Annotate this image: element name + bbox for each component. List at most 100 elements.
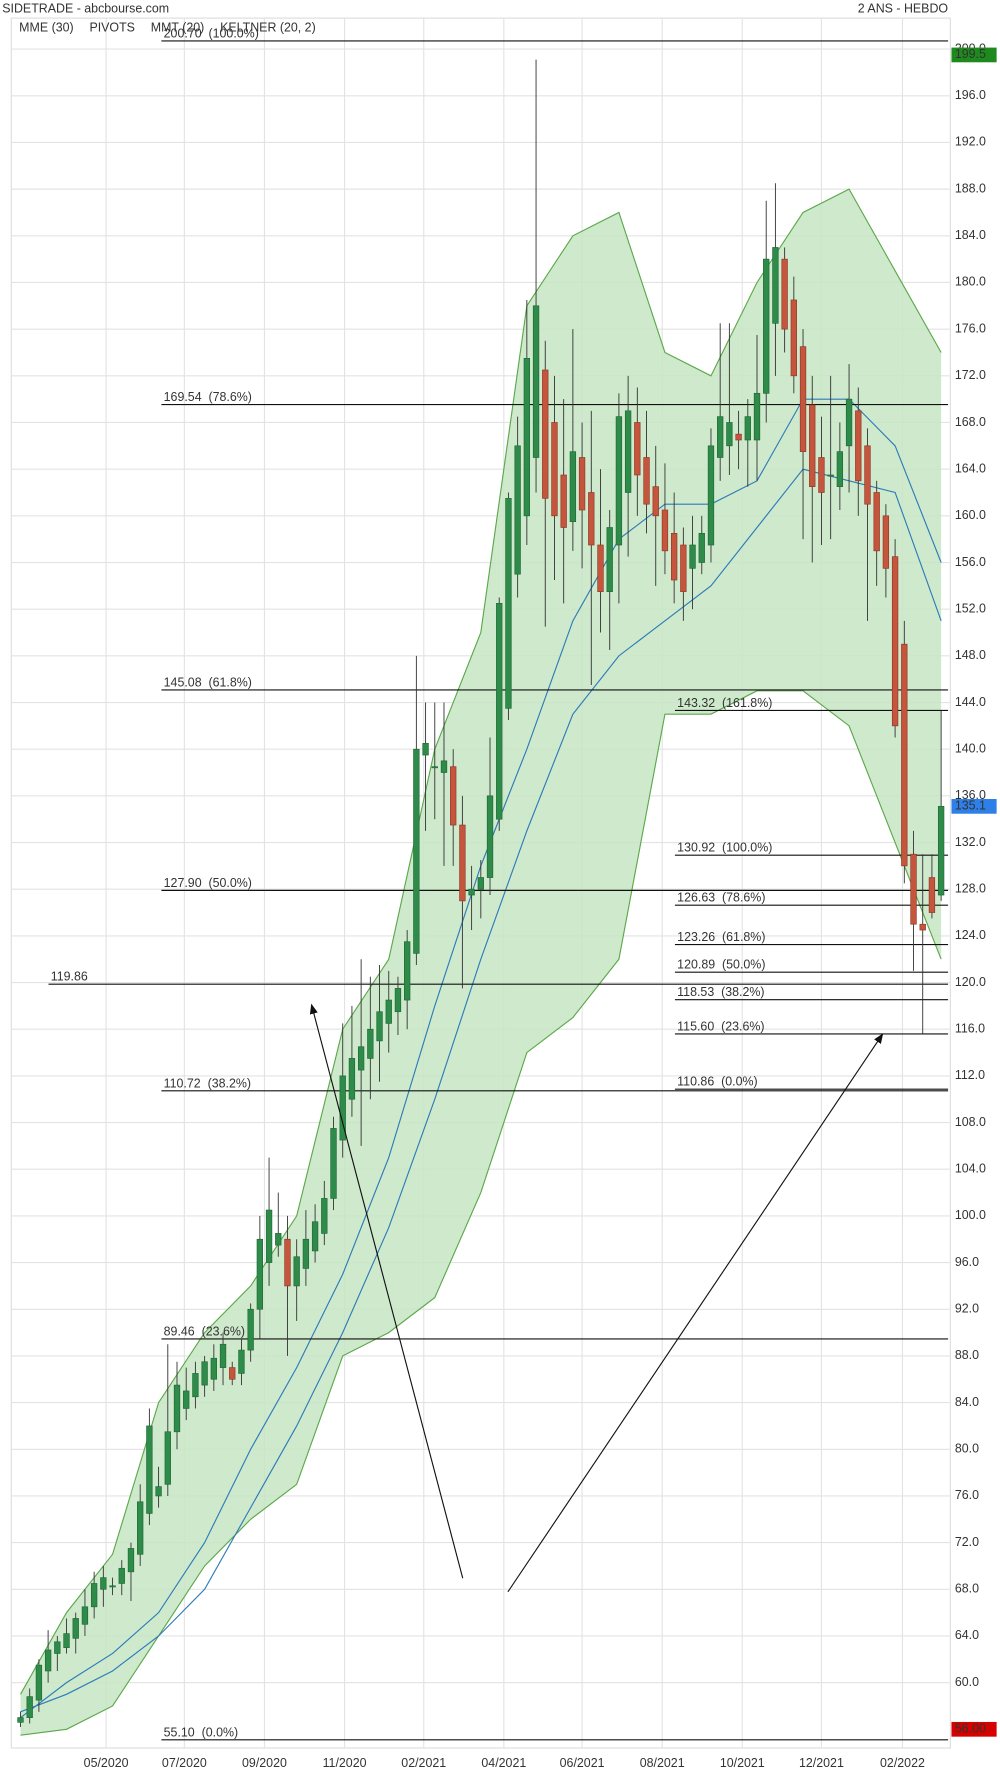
y-tick-label: 132.0	[955, 835, 986, 849]
y-tick-label: 108.0	[955, 1115, 986, 1129]
candle-body	[118, 1567, 125, 1584]
candle-layer	[17, 59, 945, 1727]
candle-body	[256, 1238, 264, 1310]
candle-body	[919, 923, 926, 931]
candle-body	[183, 1390, 190, 1409]
y-tick-label: 84.0	[955, 1395, 979, 1409]
candle-body	[670, 532, 678, 581]
y-tick-label: 128.0	[955, 881, 986, 895]
arrow	[507, 1033, 884, 1593]
candle-body	[367, 1028, 374, 1059]
x-tick-label: 10/2021	[720, 1756, 765, 1770]
candle-body	[210, 1357, 217, 1380]
candle-body	[661, 509, 669, 552]
candle-body	[26, 1696, 33, 1718]
chart-subtitle: 2 ANS - HEBDO	[858, 1, 949, 15]
pivot-recent-label: 115.60 (23.6%)	[677, 1019, 764, 1033]
candle-body	[219, 1343, 227, 1368]
candle-body	[891, 556, 899, 727]
candle-body	[615, 416, 623, 546]
candle-body	[302, 1238, 310, 1269]
candle-body	[763, 258, 770, 394]
x-tick-label: 07/2020	[162, 1756, 207, 1770]
y-tick-label: 80.0	[955, 1442, 979, 1456]
pivot-main-label: 169.54 (78.6%)	[164, 390, 252, 404]
candle-body	[311, 1221, 319, 1252]
y-tick-label: 192.0	[955, 135, 986, 149]
y-tick-label: 120.0	[955, 975, 986, 989]
candle-body	[459, 824, 466, 902]
y-tick-label: 160.0	[955, 508, 986, 522]
y-tick-label: 104.0	[955, 1162, 986, 1176]
candle-body	[44, 1649, 52, 1672]
candle-body	[624, 410, 632, 493]
y-tick-label: 72.0	[955, 1535, 979, 1549]
y-tick-label: 124.0	[955, 928, 986, 942]
y-tick-label: 164.0	[955, 461, 986, 475]
pivot-layer: 200.70 (100.0%) 169.54 (78.6%) 145.08 (61.…	[48, 26, 949, 1741]
candle-body	[229, 1367, 236, 1380]
legend: MME (30) PIVOTS MMT (20) KELTNER (20, 2)	[19, 21, 316, 35]
y-tick-label: 152.0	[955, 601, 986, 615]
candle-body	[486, 795, 494, 878]
x-tick-label: 11/2020	[323, 1756, 367, 1770]
x-tick-label: 04/2021	[481, 1756, 526, 1770]
x-tick-label: 02/2022	[880, 1756, 925, 1770]
candle-body	[348, 1058, 356, 1100]
candle-body	[818, 457, 825, 493]
candle-body	[514, 445, 521, 575]
price-tag	[951, 1721, 997, 1737]
candle-body	[127, 1548, 135, 1573]
y-tick-label: 176.0	[955, 321, 986, 335]
candle-body	[836, 451, 844, 488]
y-tick-label: 196.0	[955, 88, 986, 102]
candle-body	[717, 416, 724, 458]
x-tick-label: 08/2021	[640, 1756, 685, 1770]
candle-body	[440, 760, 448, 773]
axis-layer: 60.0 64.0 68.0 72.0 76.0 80.0 84.0 88.0 92.0 96.0…	[84, 41, 997, 1770]
pivot-main-label: 55.10 (0.0%)	[164, 1725, 238, 1739]
y-tick-label: 184.0	[955, 228, 986, 242]
pivot-recent-label: 126.63 (78.6%)	[677, 891, 765, 905]
y-tick-label: 144.0	[955, 695, 986, 709]
pivot-main-label: 110.72 (38.2%)	[164, 1076, 251, 1090]
keltner-upper	[20, 188, 942, 1695]
y-tick-label: 168.0	[955, 415, 986, 429]
legend-entry: MME (30)	[19, 21, 73, 35]
candle-body	[901, 643, 908, 867]
candle-body	[569, 451, 577, 523]
price-tag	[951, 799, 997, 814]
candle-body	[468, 888, 475, 896]
candle-body	[707, 445, 715, 546]
candle-body	[680, 544, 687, 593]
candle-body	[799, 346, 807, 452]
x-tick-label: 05/2020	[84, 1756, 129, 1770]
candle-body	[532, 305, 540, 458]
candle-body	[17, 1717, 24, 1723]
candle-body	[330, 1128, 337, 1199]
keltner-lower	[20, 690, 942, 1736]
candle-body	[321, 1198, 328, 1234]
pivot-main-label: 145.08 (61.8%)	[164, 675, 252, 689]
candle-body	[192, 1373, 199, 1398]
legend-entry: PIVOTS	[89, 21, 135, 35]
candle-body	[422, 743, 429, 756]
candle-body	[477, 877, 484, 890]
candle-body	[284, 1238, 291, 1287]
candle-body	[35, 1664, 43, 1701]
y-tick-label: 116.0	[955, 1021, 985, 1035]
candle-body	[809, 404, 816, 488]
candle-body	[689, 544, 696, 569]
candle-body	[910, 853, 917, 925]
candle-body	[413, 748, 420, 954]
y-tick-label: 64.0	[955, 1628, 979, 1642]
candle-body	[698, 532, 705, 563]
pivot-main-label: 200.70 (100.0%)	[164, 26, 259, 40]
candle-body	[265, 1209, 273, 1263]
candle-body	[496, 603, 503, 820]
candle-body	[652, 486, 659, 517]
x-tick-label: 02/2021	[401, 1756, 446, 1770]
candle-body	[882, 515, 890, 569]
pivot-recent-label: 110.86 (0.0%)	[677, 1075, 757, 1089]
